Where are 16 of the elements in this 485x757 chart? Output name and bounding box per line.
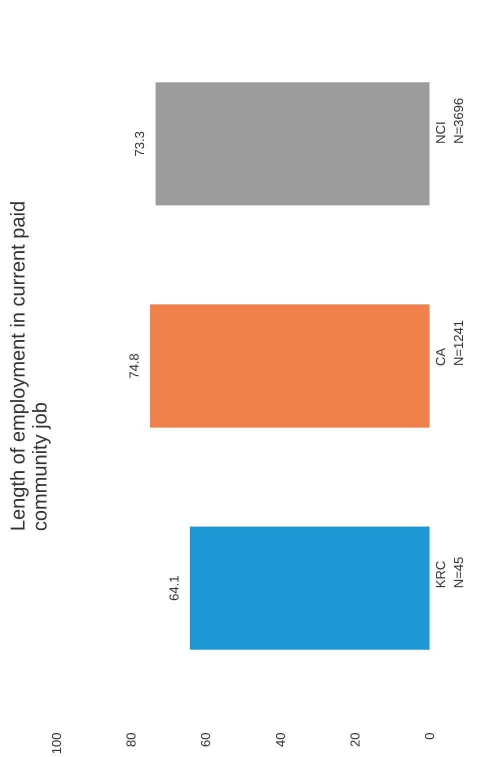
data-label: 74.8 xyxy=(126,353,142,379)
bar xyxy=(156,82,430,206)
text: Length of employment in current paid community job xyxy=(8,200,52,532)
x-tick-label: 60 xyxy=(198,732,214,747)
x-tick-label: 40 xyxy=(272,732,288,747)
data-label: 64.1 xyxy=(166,576,182,601)
bar xyxy=(150,304,430,428)
y-tick-label: KRC N=45 xyxy=(433,556,466,588)
y-tick-label: NCI N=3696 xyxy=(433,98,466,144)
x-tick-label: 20 xyxy=(347,732,362,747)
data-label: 73.3 xyxy=(132,131,148,156)
x-tick-label: 0 xyxy=(422,732,437,740)
bar xyxy=(190,526,430,650)
y-tick-label: CA N=1241 xyxy=(433,320,466,366)
x-tick-label: 100 xyxy=(49,732,64,754)
x-tick-label: 80 xyxy=(124,732,139,747)
